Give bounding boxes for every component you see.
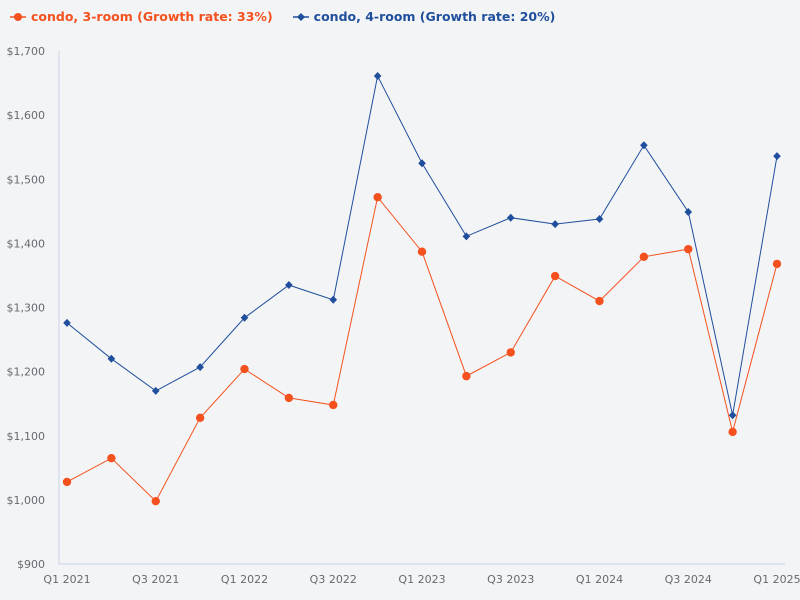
y-tick-label: $1,200 [7, 366, 46, 379]
series-diamond [63, 72, 781, 420]
data-point[interactable] [240, 364, 249, 374]
data-point[interactable] [728, 427, 737, 437]
diamond-marker-icon [292, 12, 309, 21]
series-line [66, 74, 778, 416]
data-point[interactable] [595, 296, 604, 306]
data-point[interactable] [417, 247, 427, 256]
chart-series [62, 72, 782, 506]
data-point[interactable] [63, 318, 71, 327]
data-point[interactable] [329, 400, 338, 410]
x-tick-label: Q1 2024 [576, 573, 623, 586]
legend-item-3-room[interactable]: condo, 3-room (Growth rate: 33%) [10, 9, 273, 24]
y-tick-label: $1,700 [7, 45, 46, 58]
x-tick-label: Q1 2022 [221, 573, 268, 586]
data-point[interactable] [684, 207, 693, 216]
data-point[interactable] [506, 348, 515, 357]
data-point[interactable] [195, 413, 205, 422]
data-point[interactable] [285, 281, 293, 290]
data-point[interactable] [773, 152, 781, 161]
x-tick-label: Q1 2021 [43, 573, 90, 586]
data-point[interactable] [595, 215, 604, 224]
data-point[interactable] [62, 477, 72, 487]
data-point[interactable] [772, 259, 782, 269]
x-tick-label: Q3 2024 [665, 573, 712, 586]
data-point[interactable] [329, 295, 338, 304]
data-point[interactable] [462, 371, 471, 381]
data-point[interactable] [728, 411, 737, 420]
series-circle [62, 193, 782, 506]
legend-label-3-room: condo, 3-room (Growth rate: 33%) [31, 9, 273, 24]
legend-item-4-room[interactable]: condo, 4-room (Growth rate: 20%) [292, 9, 556, 24]
data-point[interactable] [107, 453, 116, 463]
data-point[interactable] [640, 141, 648, 150]
data-point[interactable] [462, 232, 471, 241]
data-point[interactable] [551, 220, 559, 229]
data-point[interactable] [506, 213, 515, 222]
x-tick-label: Q1 2025 [753, 573, 800, 586]
x-tick-label: Q3 2023 [487, 573, 534, 586]
chart-legend: condo, 3-room (Growth rate: 33%) condo, … [10, 9, 555, 24]
series-line [66, 196, 778, 503]
data-point[interactable] [639, 252, 649, 262]
data-point[interactable] [373, 193, 382, 202]
data-point[interactable] [373, 72, 382, 81]
data-point[interactable] [151, 496, 160, 506]
y-tick-label: $1,400 [7, 237, 46, 250]
data-point[interactable] [240, 313, 249, 322]
data-point[interactable] [107, 354, 116, 363]
data-point[interactable] [151, 386, 160, 395]
data-point[interactable] [418, 159, 426, 168]
y-tick-label: $900 [17, 558, 45, 571]
data-point[interactable] [684, 244, 693, 254]
y-tick-label: $1,300 [7, 302, 46, 315]
data-point[interactable] [284, 393, 294, 403]
x-tick-label: Q1 2023 [398, 573, 445, 586]
data-point[interactable] [196, 363, 204, 372]
legend-label-4-room: condo, 4-room (Growth rate: 20%) [313, 9, 556, 24]
circle-marker-icon [10, 12, 26, 21]
y-tick-label: $1,000 [7, 494, 46, 507]
data-point[interactable] [550, 271, 560, 281]
y-tick-label: $1,100 [7, 430, 46, 443]
y-tick-label: $1,500 [7, 173, 46, 186]
x-tick-label: Q3 2021 [132, 573, 179, 586]
x-tick-label: Q3 2022 [310, 573, 357, 586]
y-tick-label: $1,600 [7, 109, 46, 122]
chart-axes: $900 $1,000 $1,100 $1,200 $1,300 $1,400 $1,500… [7, 45, 800, 586]
